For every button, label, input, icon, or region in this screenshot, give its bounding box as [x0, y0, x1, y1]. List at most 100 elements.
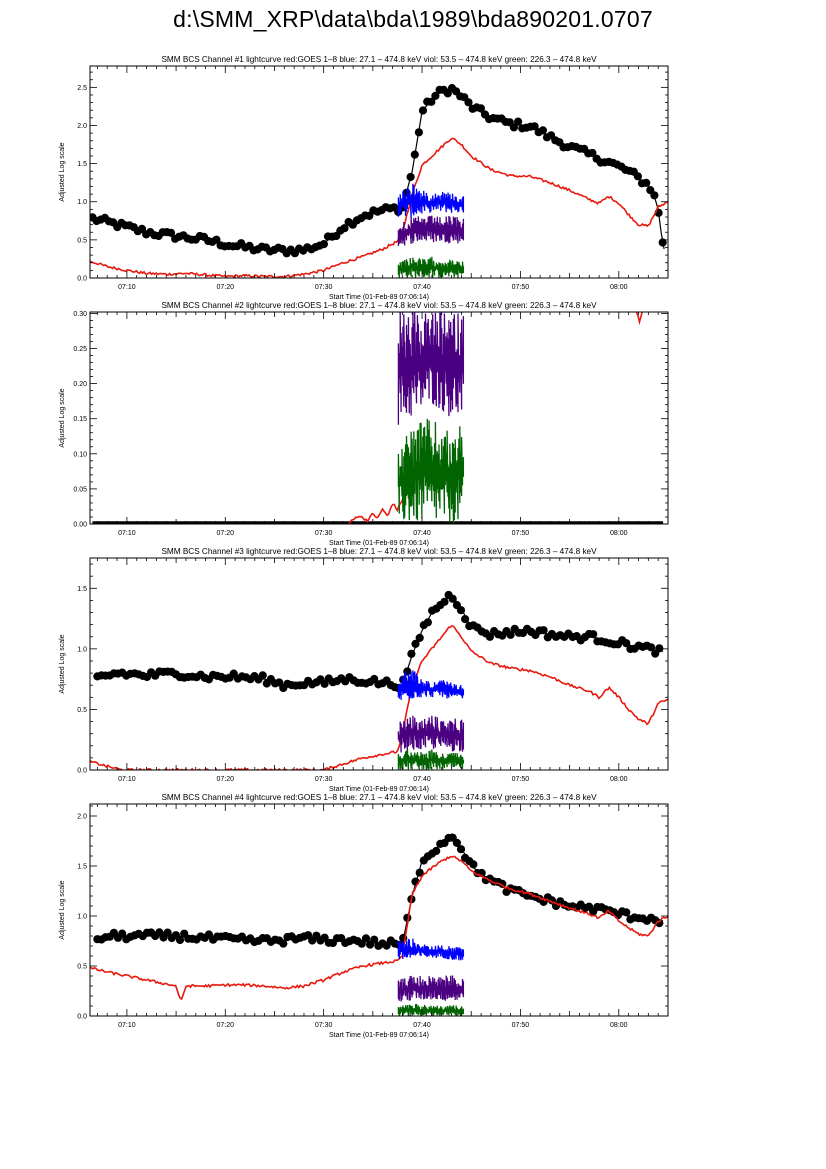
data-point — [423, 618, 432, 627]
x-tick-label: 07:10 — [118, 284, 136, 291]
plot-frame — [89, 557, 669, 771]
y-tick-label: 0.10 — [73, 451, 87, 458]
data-point — [461, 615, 470, 624]
y-tick-label: 0.05 — [73, 486, 87, 493]
x-axis-label: Start Time (01-Feb-89 07:06:14) — [329, 540, 429, 547]
data-point — [464, 98, 473, 107]
data-point — [456, 845, 466, 854]
series-blue — [397, 938, 465, 961]
data-point — [650, 191, 659, 200]
y-tick-label: 0.5 — [77, 964, 87, 971]
data-point — [361, 934, 371, 943]
data-point — [448, 594, 457, 603]
x-tick-label: 07:50 — [512, 776, 530, 783]
y-tick-label: 1.0 — [77, 646, 87, 653]
data-point — [485, 632, 494, 641]
data-point — [414, 128, 423, 137]
y-tick-label: 0.15 — [73, 416, 87, 423]
series-red — [90, 855, 668, 1001]
data-point — [411, 639, 420, 649]
x-tick-label: 07:30 — [315, 284, 333, 291]
x-tick-label: 07:20 — [217, 530, 235, 537]
x-tick-label: 07:30 — [315, 530, 333, 537]
data-point — [440, 597, 449, 606]
series-blue — [397, 670, 465, 700]
y-tick-label: 0.25 — [73, 346, 87, 353]
x-axis-label: Start Time (01-Feb-89 07:06:14) — [329, 1032, 429, 1039]
data-point — [647, 643, 656, 652]
data-point — [514, 117, 523, 126]
panel-title: SMM BCS Channel #4 lightcurve red:GOES 1… — [161, 793, 597, 802]
data-point — [655, 644, 664, 653]
x-tick-label: 07:30 — [315, 776, 333, 783]
y-tick-label: 1.5 — [77, 161, 87, 168]
series-violet — [397, 312, 465, 425]
data-point — [410, 150, 419, 159]
data-point — [456, 606, 466, 615]
y-tick-label: 1.5 — [77, 864, 87, 871]
series-black-line — [92, 88, 665, 252]
data-point — [415, 633, 424, 643]
x-axis-label: Start Time (01-Feb-89 07:06:14) — [329, 294, 429, 301]
panel-1: SMM BCS Channel #1 lightcurve red:GOES 1… — [59, 55, 669, 301]
x-tick-label: 08:00 — [610, 1022, 628, 1029]
y-tick-label: 0.5 — [77, 237, 87, 244]
y-tick-label: 0.0 — [77, 1014, 87, 1021]
y-tick-label: 0.20 — [73, 381, 87, 388]
data-point — [406, 172, 415, 182]
series-blue — [397, 183, 465, 219]
x-tick-label: 07:50 — [512, 1022, 530, 1029]
data-point — [658, 238, 667, 247]
data-point — [427, 97, 436, 106]
plot-area-3 — [90, 590, 668, 770]
data-point — [622, 639, 631, 648]
data-point — [633, 172, 643, 181]
plot-frame — [89, 65, 669, 279]
panel-title: SMM BCS Channel #2 lightcurve red:GOES 1… — [161, 301, 597, 310]
y-tick-label: 2.0 — [77, 123, 87, 130]
plot-area-4 — [90, 833, 668, 1016]
data-point — [319, 240, 328, 249]
plot-area-1 — [90, 84, 668, 278]
data-point — [509, 123, 518, 132]
y-tick-label: 2.0 — [77, 814, 87, 821]
x-tick-label: 07:40 — [413, 530, 431, 537]
data-point — [370, 935, 379, 944]
y-axis-label: Adjusted Log scale — [59, 634, 66, 693]
series-green — [397, 1003, 465, 1016]
data-point — [539, 626, 548, 635]
panel-title: SMM BCS Channel #1 lightcurve red:GOES 1… — [161, 55, 597, 64]
series-green — [397, 256, 465, 278]
data-point — [589, 630, 598, 639]
data-point — [538, 126, 548, 135]
x-tick-label: 07:50 — [512, 530, 530, 537]
data-point — [642, 178, 651, 187]
data-point — [469, 860, 478, 869]
x-tick-label: 08:00 — [610, 530, 628, 537]
data-point — [166, 228, 176, 237]
panel-3: SMM BCS Channel #3 lightcurve red:GOES 1… — [59, 547, 669, 793]
y-tick-label: 0.00 — [73, 522, 87, 529]
y-tick-label: 0.0 — [77, 768, 87, 775]
x-tick-label: 07:20 — [217, 1022, 235, 1029]
series-red — [635, 312, 644, 326]
y-axis-label: Adjusted Log scale — [59, 388, 66, 447]
x-axis-label: Start Time (01-Feb-89 07:06:14) — [329, 786, 429, 793]
y-tick-label: 0.0 — [77, 276, 87, 283]
data-point — [476, 104, 485, 113]
plot-frame — [89, 311, 669, 525]
y-tick-label: 0.30 — [73, 311, 87, 318]
series-violet — [397, 215, 465, 246]
series-violet — [397, 975, 465, 1002]
data-point — [407, 649, 416, 658]
data-point — [415, 868, 424, 877]
x-tick-label: 08:00 — [610, 284, 628, 291]
data-point — [175, 935, 185, 945]
x-tick-label: 07:40 — [413, 1022, 431, 1029]
plot-area-2 — [92, 312, 664, 524]
series-black-line — [97, 833, 664, 945]
x-tick-label: 07:10 — [118, 776, 136, 783]
data-point — [258, 671, 267, 680]
x-tick-label: 07:10 — [118, 530, 136, 537]
